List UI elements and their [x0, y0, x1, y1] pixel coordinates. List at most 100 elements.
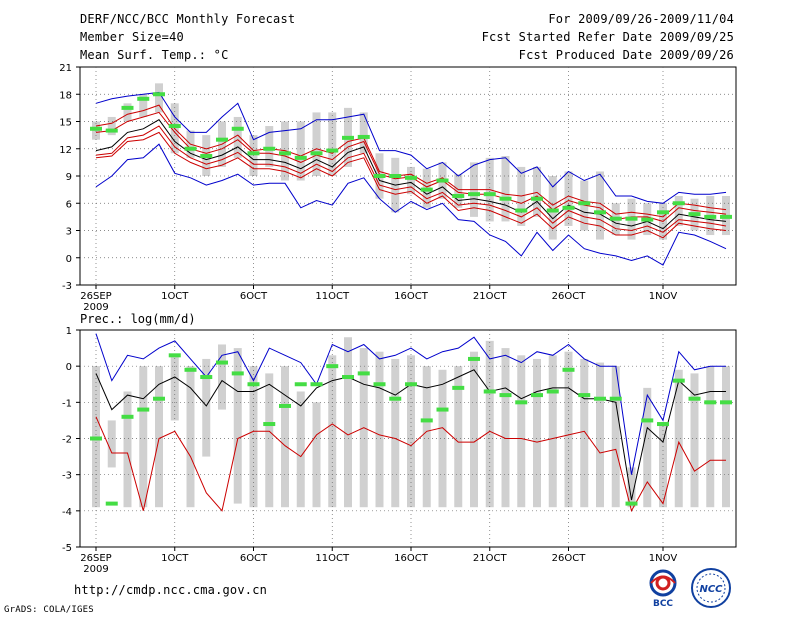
prec-ensemble-box [375, 351, 384, 508]
prec-ensemble-box [186, 366, 195, 508]
temp-observed-mark [231, 126, 244, 131]
temp-observed-mark [704, 214, 717, 219]
temp-ensemble-box [265, 126, 274, 167]
prec-ensemble-box [281, 366, 289, 508]
prec-ensemble-box [659, 424, 667, 508]
forecast-started-date: Fcst Started Refer Date 2009/09/25 [481, 30, 734, 44]
temp-observed-mark [531, 196, 543, 201]
temp-x-tick-label: 6OCT [240, 291, 268, 302]
prec-observed-mark [452, 385, 465, 390]
temp-observed-mark [657, 210, 669, 215]
prec-observed-mark [704, 400, 717, 405]
temp-observed-mark [326, 148, 339, 153]
temp-observed-mark [452, 193, 465, 198]
temp-x-tick-label: 1OCT [161, 291, 189, 302]
prec-x-tick-label: 11OCT [315, 553, 350, 564]
prec-y-tick-label: -2 [62, 435, 72, 446]
prec-ensemble-box [548, 355, 557, 508]
prec-observed-mark [326, 364, 339, 369]
prec-ensemble-box [249, 366, 258, 508]
temp-x-tick-label: 1NOV [649, 291, 678, 302]
temp-ensemble-box [454, 174, 463, 208]
temp-observed-mark [515, 208, 528, 213]
prec-ensemble-box [611, 366, 620, 508]
temp-y-tick-label: 6 [66, 199, 72, 210]
temp-observed-mark [216, 137, 228, 142]
prec-ensemble-box [170, 355, 179, 421]
prec-observed-mark [499, 393, 512, 398]
prec-y-tick-label: 0 [66, 362, 72, 373]
temp-observed-mark [483, 192, 496, 197]
prec-observed-mark [231, 371, 244, 376]
temp-x-tick-sublabel: 2009 [83, 302, 108, 313]
prec-observed-mark [184, 367, 197, 372]
prec-observed-mark [531, 393, 543, 398]
prec-observed-mark [137, 407, 150, 412]
prec-ensemble-box [139, 366, 148, 508]
prec-ensemble-box [517, 355, 526, 508]
prec-observed-mark [468, 356, 480, 361]
prec-observed-mark [720, 400, 732, 405]
prec-observed-mark [121, 414, 134, 419]
prec-x-tick-label: 21OCT [473, 553, 508, 564]
temp-observed-mark [436, 178, 449, 183]
prec-observed-mark [105, 501, 118, 506]
prec-observed-mark [594, 396, 606, 401]
prec-x-tick-label: 1OCT [161, 553, 189, 564]
temp-observed-mark [546, 208, 559, 213]
prec-x-tick-label: 6OCT [240, 553, 268, 564]
temp-observed-mark [594, 210, 606, 215]
temp-series-p90 [95, 104, 727, 218]
prec-ensemble-box [391, 358, 400, 508]
prec-observed-mark [578, 393, 591, 398]
temp-ensemble-box [233, 116, 242, 158]
temp-observed-mark [405, 175, 417, 180]
prec-ensemble-box [265, 373, 274, 508]
temp-x-tick-label: 16OCT [394, 291, 429, 302]
temp-observed-mark [342, 135, 354, 140]
prec-ensemble-box [422, 366, 431, 508]
prec-observed-mark [483, 389, 496, 394]
prec-observed-mark [641, 418, 654, 423]
prec-ensemble-box [470, 351, 478, 508]
prec-y-tick-label: -5 [62, 543, 72, 554]
temp-y-tick-label: 3 [66, 227, 72, 238]
temp-ensemble-box [564, 171, 573, 226]
footer-url[interactable]: http://cmdp.ncc.cma.gov.cn [74, 583, 268, 597]
ncc-logo: NCC [688, 566, 734, 610]
prec-observed-mark [263, 422, 276, 427]
prec-ensemble-box [202, 358, 211, 457]
prec-observed-mark [546, 389, 559, 394]
temp-observed-mark [279, 151, 291, 156]
temp-observed-mark [625, 216, 638, 221]
prec-observed-mark [168, 353, 181, 358]
prec-ensemble-box [312, 402, 321, 508]
prec-observed-mark [609, 396, 622, 401]
bcc-logo: BCC [640, 568, 686, 609]
prec-y-tick-label: -1 [62, 398, 72, 409]
temp-x-tick-label: 21OCT [473, 291, 508, 302]
temp-y-tick-label: 12 [59, 145, 72, 156]
temp-ensemble-box [139, 94, 148, 117]
temp-observed-mark [168, 124, 181, 129]
prec-ensemble-box [296, 391, 305, 508]
prec-ensemble-box [438, 369, 447, 508]
temp-ensemble-box [596, 171, 604, 240]
temp-series-max [95, 143, 727, 266]
temp-ensemble-box [501, 156, 510, 222]
temp-observed-mark [499, 196, 512, 201]
prec-y-tick-label: 1 [66, 326, 72, 337]
temp-x-tick-label: 11OCT [315, 291, 350, 302]
temp-observed-mark [562, 205, 575, 210]
prec-ensemble-box [596, 362, 604, 508]
temp-observed-mark [90, 126, 102, 131]
temp-ensemble-box [328, 112, 337, 176]
prec-ensemble-box [485, 340, 494, 508]
prec-observed-mark [279, 403, 291, 408]
prec-x-tick-label: 1NOV [649, 553, 678, 564]
temp-observed-mark [357, 134, 370, 139]
chart-title: DERF/NCC/BCC Monthly Forecast [80, 12, 296, 26]
temp-y-tick-label: 21 [59, 63, 72, 74]
prec-observed-mark [657, 422, 669, 427]
